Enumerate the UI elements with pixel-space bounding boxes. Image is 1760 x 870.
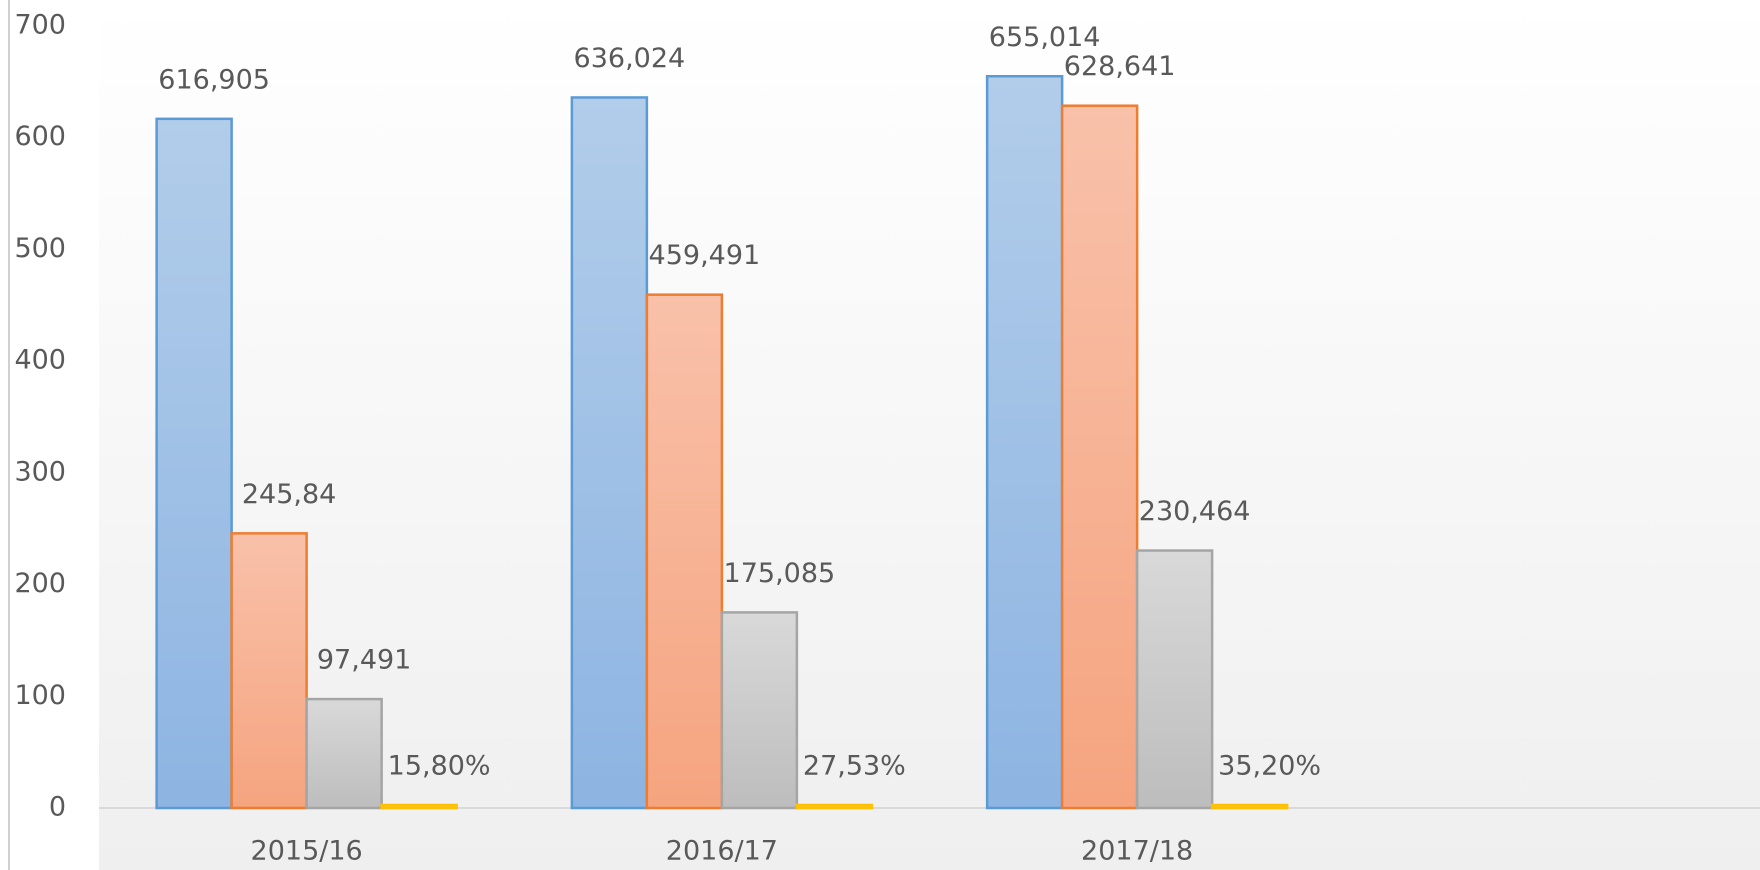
- data-label: 97,491: [317, 645, 411, 676]
- y-tick-label: 200: [14, 568, 66, 599]
- bar: [795, 803, 874, 810]
- x-tick-label: 2017/18: [1081, 836, 1193, 867]
- y-tick-label: 100: [14, 680, 66, 711]
- bar: [305, 697, 383, 810]
- y-tick-label: 700: [14, 10, 66, 41]
- x-tick-label: 2015/16: [251, 836, 363, 867]
- data-label: 27,53%: [803, 751, 906, 782]
- y-tick-label: 400: [14, 345, 66, 376]
- bar: [720, 611, 799, 810]
- data-label: 245,84: [242, 479, 336, 510]
- y-tick-label: 0: [49, 792, 66, 823]
- bar: [570, 96, 649, 810]
- bar: [985, 75, 1064, 810]
- bar: [645, 293, 724, 810]
- data-label: 35,20%: [1218, 751, 1321, 782]
- data-label: 175,085: [724, 558, 836, 589]
- bar: [1210, 803, 1289, 810]
- data-label: 15,80%: [388, 751, 491, 782]
- data-label: 459,491: [649, 240, 761, 271]
- data-label: 628,641: [1064, 51, 1176, 82]
- y-tick-label: 500: [14, 233, 66, 264]
- bar: [230, 532, 308, 810]
- x-tick-label: 2016/17: [666, 836, 778, 867]
- bar: [155, 117, 233, 810]
- bar: [380, 803, 458, 810]
- bar: [1135, 549, 1214, 810]
- bar: [1060, 104, 1139, 810]
- y-tick-label: 600: [14, 121, 66, 152]
- data-label: 636,024: [574, 43, 686, 74]
- y-tick-label: 300: [14, 456, 66, 487]
- data-label: 655,014: [989, 22, 1101, 53]
- data-label: 616,905: [158, 64, 270, 95]
- data-label: 230,464: [1139, 496, 1251, 527]
